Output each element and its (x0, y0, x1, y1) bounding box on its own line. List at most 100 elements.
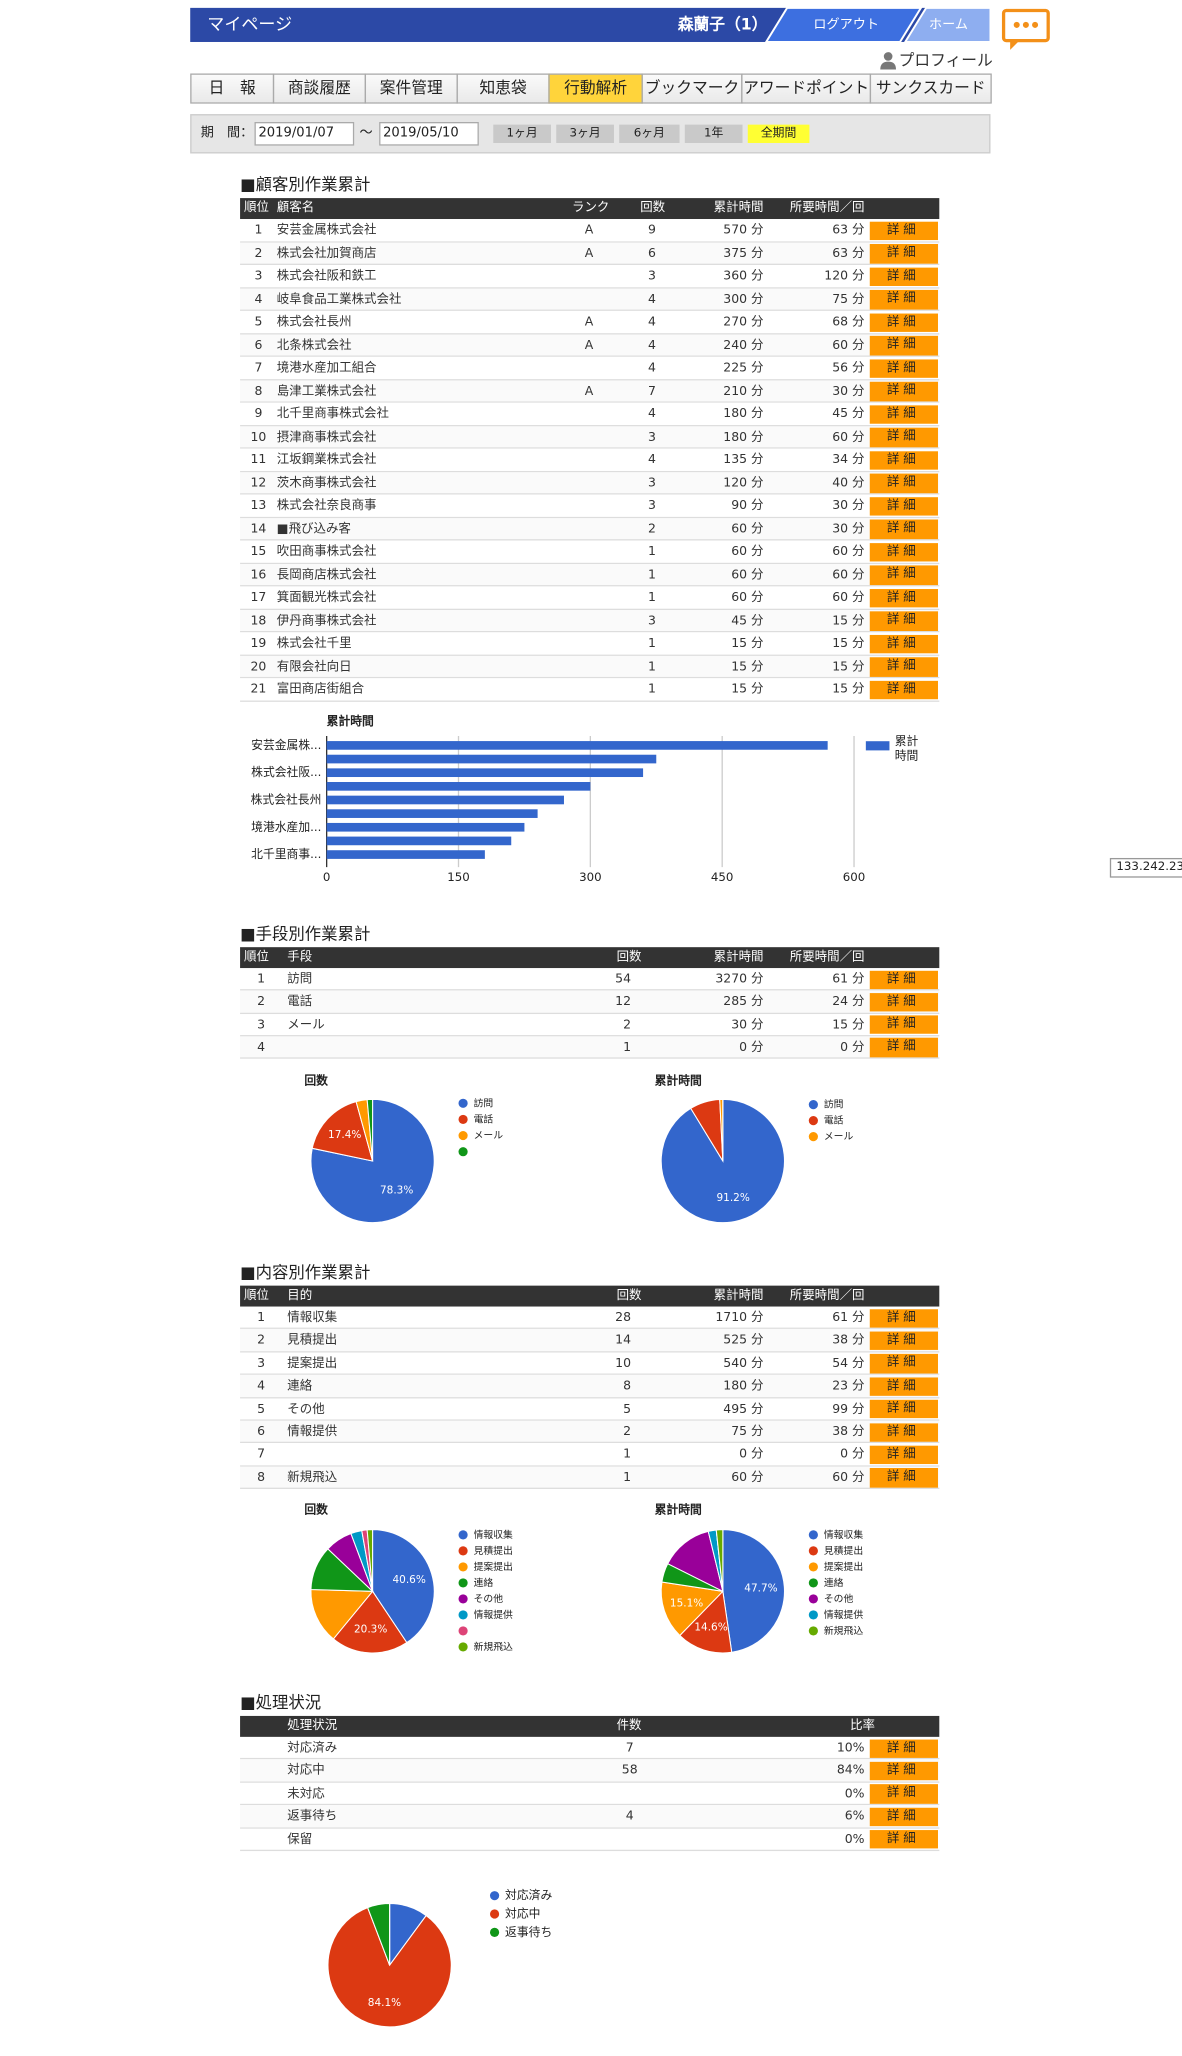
icon-head[interactable] (883, 52, 893, 61)
table-row (240, 563, 940, 587)
nav-tab[interactable]: 案件管理 (364, 73, 458, 104)
chat-dot[interactable] (1013, 21, 1020, 28)
table-cell: 540 分 (723, 1356, 764, 1371)
detail-button[interactable]: 詳 細 (869, 221, 938, 241)
detail-button[interactable]: 詳 細 (869, 1354, 938, 1374)
detail-button[interactable]: 詳 細 (869, 473, 938, 493)
detail-button[interactable]: 詳 細 (869, 427, 938, 447)
detail-button[interactable]: 詳 細 (869, 381, 938, 401)
table-cell: A (584, 383, 594, 399)
detail-button[interactable]: 詳 細 (869, 1331, 938, 1351)
table-cell: 135 分 (723, 452, 764, 468)
slice-label: 91.2% (717, 1192, 750, 1204)
detail-button[interactable]: 詳 細 (869, 611, 938, 631)
detail-button[interactable]: 詳 細 (869, 1784, 938, 1804)
detail-button[interactable]: 詳 細 (869, 1807, 938, 1827)
table-cell: 60 分 (731, 544, 764, 559)
chat-tail[interactable] (1010, 39, 1021, 50)
detail-button[interactable]: 詳 細 (869, 496, 938, 516)
detail-button[interactable]: 詳 細 (869, 970, 938, 989)
table-cell: 34 分 (832, 452, 865, 468)
detail-button[interactable]: 詳 細 (869, 1399, 938, 1419)
nav-tab[interactable]: アワードポイント (741, 73, 872, 104)
section-title: ■内容別作業累計 (240, 1262, 371, 1282)
legend-dot (808, 1610, 818, 1620)
nav-tab[interactable]: 知恵袋 (456, 73, 550, 104)
table-row (240, 1782, 940, 1806)
detail-button[interactable]: 詳 細 (869, 358, 938, 378)
range-button[interactable]: 3ヶ月 (556, 124, 614, 143)
chat-icon[interactable] (1001, 8, 1050, 50)
nav-tab[interactable]: 商談履歴 (272, 73, 367, 104)
nav-tab[interactable]: 日 報 (190, 73, 275, 104)
table-cell: 15 分 (832, 682, 865, 697)
detail-button[interactable]: 詳 細 (869, 680, 938, 700)
detail-button[interactable]: 詳 細 (869, 450, 938, 470)
nav-tab[interactable]: サンクスカード (869, 73, 992, 104)
detail-button[interactable]: 詳 細 (869, 1830, 938, 1850)
range-button[interactable]: 6ヶ月 (619, 124, 680, 143)
detail-button[interactable]: 詳 細 (869, 588, 938, 608)
detail-button[interactable]: 詳 細 (869, 992, 938, 1012)
profile-icon[interactable] (879, 51, 897, 70)
detail-button[interactable]: 詳 細 (869, 519, 938, 539)
detail-button[interactable]: 詳 細 (869, 1761, 938, 1781)
table-cell: 60 分 (731, 1470, 764, 1485)
table-cell: 20 (250, 659, 267, 674)
icon-body[interactable] (880, 61, 897, 70)
home-button[interactable] (903, 6, 992, 43)
range-button[interactable]: 1ヶ月 (493, 124, 551, 143)
nav-tab[interactable]: ブックマーク (641, 73, 743, 104)
detail-button[interactable]: 詳 細 (869, 312, 938, 332)
column-header: 累計時間 (713, 200, 764, 216)
detail-button[interactable]: 詳 細 (869, 1015, 938, 1035)
logout-label[interactable]: ログアウト (813, 16, 879, 32)
detail-button[interactable]: 詳 細 (869, 1422, 938, 1442)
detail-button[interactable]: 詳 細 (869, 1308, 938, 1328)
chat-dot[interactable] (1022, 21, 1029, 28)
table-cell: 11 (250, 452, 267, 468)
table-cell: 4 (648, 452, 656, 468)
detail-button[interactable]: 詳 細 (869, 1738, 938, 1758)
detail-button[interactable]: 詳 細 (869, 289, 938, 309)
profile-link[interactable]: プロフィール (898, 51, 993, 70)
date-input[interactable]: 2019/05/10 (379, 122, 479, 146)
table-cell: 0 分 (840, 1447, 865, 1462)
detail-button[interactable]: 詳 細 (869, 634, 938, 654)
legend-label: その他 (824, 1592, 854, 1605)
table-cell: 3 (648, 268, 656, 284)
pie-slice (332, 1590, 408, 1654)
detail-button[interactable]: 詳 細 (869, 1468, 938, 1488)
legend-label: 連絡 (824, 1576, 844, 1589)
table-cell: メール (287, 1017, 325, 1032)
range-button[interactable]: 全期間 (747, 124, 810, 143)
table-cell: 0 分 (840, 1040, 865, 1055)
detail-button[interactable]: 詳 細 (869, 565, 938, 585)
table-cell: 有限会社向日 (276, 659, 352, 674)
legend-dot (458, 1530, 468, 1540)
detail-button[interactable]: 詳 細 (869, 266, 938, 286)
detail-button[interactable]: 詳 細 (869, 404, 938, 424)
detail-button[interactable]: 詳 細 (869, 1377, 938, 1396)
table-cell: 375 分 (723, 245, 764, 261)
detail-button[interactable]: 詳 細 (869, 542, 938, 562)
detail-button[interactable]: 詳 細 (869, 335, 938, 355)
legend-label: 情報提供 (824, 1608, 863, 1621)
home-label[interactable]: ホーム (929, 17, 968, 32)
detail-button[interactable]: 詳 細 (869, 1038, 938, 1057)
table-cell: 1 (648, 682, 656, 697)
table-cell: 株式会社阪和鉄工 (276, 268, 377, 284)
table-cell: 江坂鋼業株式会社 (276, 452, 377, 468)
section-title: ■処理状況 (240, 1692, 322, 1712)
nav-tab[interactable]: 行動解析 (548, 73, 643, 104)
column-header: 回数 (640, 200, 666, 216)
range-button[interactable]: 1年 (684, 124, 743, 143)
chat-dot[interactable] (1032, 21, 1039, 28)
detail-button[interactable]: 詳 細 (869, 657, 938, 677)
date-input[interactable]: 2019/01/07 (254, 122, 355, 146)
detail-button[interactable]: 詳 細 (869, 244, 938, 264)
legend-dot (458, 1147, 468, 1157)
logout-button[interactable] (764, 6, 923, 43)
detail-button[interactable]: 詳 細 (869, 1445, 938, 1465)
table-cell: 箕面観光株式会社 (276, 590, 377, 605)
